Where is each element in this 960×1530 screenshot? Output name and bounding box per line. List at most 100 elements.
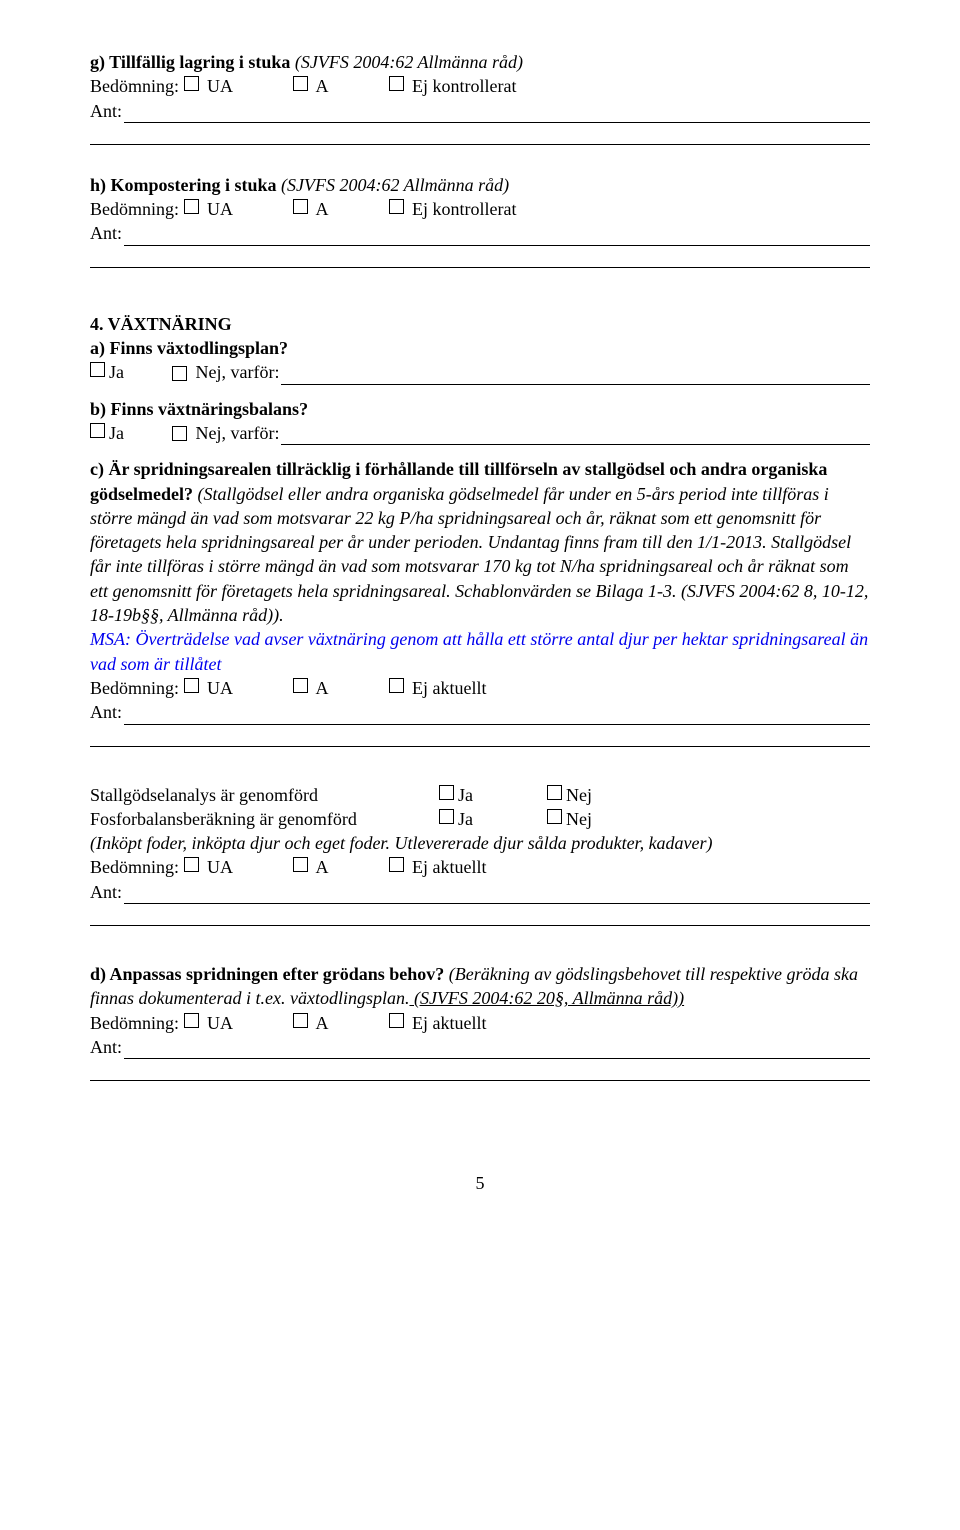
- checkbox-nej[interactable]: [547, 785, 562, 800]
- opt-ej: Ej aktuellt: [408, 676, 487, 700]
- opt-ua: UA: [203, 855, 234, 879]
- ant-row-h: Ant:: [90, 221, 870, 245]
- ant-input-line[interactable]: [124, 105, 870, 123]
- opt-ej: Ej aktuellt: [408, 855, 487, 879]
- opt-ua: UA: [203, 1011, 234, 1035]
- stallgodsel-label: Stallgödselanalys är genomförd: [90, 783, 435, 807]
- opt-ja: Ja: [109, 360, 124, 384]
- bedomning-row-h: Bedömning: UA A Ej kontrollerat: [90, 197, 870, 221]
- q-4b-answer: Ja Nej, varför:: [90, 421, 870, 445]
- checkbox-ej[interactable]: [389, 76, 404, 91]
- q-4a-answer: Ja Nej, varför:: [90, 360, 870, 384]
- ant-input-line[interactable]: [124, 886, 870, 904]
- checkbox-nej[interactable]: [547, 809, 562, 824]
- checkbox-ej[interactable]: [389, 857, 404, 872]
- opt-nej: Nej, varför:: [191, 423, 279, 443]
- checkbox-ua[interactable]: [184, 678, 199, 693]
- ant-input-line2[interactable]: [90, 727, 870, 747]
- heading-g-italic: (SJVFS 2004:62 Allmänna råd): [290, 52, 523, 72]
- checkbox-ua[interactable]: [184, 199, 199, 214]
- bedom-label: Bedömning:: [90, 1011, 184, 1035]
- opt-a: A: [312, 855, 329, 879]
- opt-a: A: [312, 197, 329, 221]
- page-number: 5: [90, 1171, 870, 1195]
- bedomning-row-4c: Bedömning: UA A Ej aktuellt: [90, 676, 870, 700]
- opt-nej: Nej: [566, 807, 592, 831]
- checkbox-ua[interactable]: [184, 1013, 199, 1028]
- q-4c-msa: MSA: Överträdelse vad avser växtnäring g…: [90, 627, 870, 676]
- opt-ja: Ja: [109, 421, 124, 445]
- fosfor-label: Fosforbalansberäkning är genomförd: [90, 807, 435, 831]
- checkbox-ej[interactable]: [389, 678, 404, 693]
- section-h: h) Kompostering i stuka (SJVFS 2004:62 A…: [90, 173, 870, 268]
- checkbox-ua[interactable]: [184, 857, 199, 872]
- ant-input-line[interactable]: [124, 1041, 870, 1059]
- opt-a: A: [312, 74, 329, 98]
- checkbox-a[interactable]: [293, 857, 308, 872]
- ant-label: Ant:: [90, 221, 122, 245]
- opt-a: A: [312, 676, 329, 700]
- bedomning-row-g: Bedömning: UA A Ej kontrollerat: [90, 74, 870, 98]
- checkbox-ej[interactable]: [389, 199, 404, 214]
- heading-h-italic: (SJVFS 2004:62 Allmänna råd): [277, 175, 510, 195]
- q-4d: d) Anpassas spridningen efter grödans be…: [90, 962, 870, 1011]
- checkbox-ja[interactable]: [439, 785, 454, 800]
- bedom-label: Bedömning:: [90, 197, 184, 221]
- heading-h-bold: h) Kompostering i stuka: [90, 175, 277, 195]
- ant-row-g: Ant:: [90, 99, 870, 123]
- q-4a: a) Finns växtodlingsplan?: [90, 336, 870, 360]
- heading-g-bold: g) Tillfällig lagring i stuka: [90, 52, 290, 72]
- ant-row-4d: Ant:: [90, 1035, 870, 1059]
- q-4b: b) Finns växtnäringsbalans?: [90, 397, 870, 421]
- checkbox-a[interactable]: [293, 678, 308, 693]
- ant-label: Ant:: [90, 700, 122, 724]
- ant-row-4c: Ant:: [90, 700, 870, 724]
- ant-input-line[interactable]: [124, 228, 870, 246]
- opt-nej: Nej: [566, 783, 592, 807]
- section-4-heading: 4. VÄXTNÄRING: [90, 312, 870, 336]
- checkbox-ua[interactable]: [184, 76, 199, 91]
- ant-input-line[interactable]: [124, 707, 870, 725]
- inkopt-note: (Inköpt foder, inköpta djur och eget fod…: [90, 831, 870, 855]
- checkbox-a[interactable]: [293, 199, 308, 214]
- bedomning-row-4d: Bedömning: UA A Ej aktuellt: [90, 1011, 870, 1035]
- opt-ej: Ej kontrollerat: [408, 197, 517, 221]
- checkbox-ja[interactable]: [90, 362, 105, 377]
- checkbox-ej[interactable]: [389, 1013, 404, 1028]
- bedom-label: Bedömning:: [90, 74, 184, 98]
- ant-label: Ant:: [90, 1035, 122, 1059]
- bedomning-row-stall: Bedömning: UA A Ej aktuellt: [90, 855, 870, 879]
- heading-g: g) Tillfällig lagring i stuka (SJVFS 200…: [90, 50, 870, 74]
- ant-input-line2[interactable]: [90, 1061, 870, 1081]
- opt-ja: Ja: [458, 783, 473, 807]
- opt-ja: Ja: [458, 807, 473, 831]
- checkbox-nej[interactable]: [172, 366, 187, 381]
- ant-input-line2[interactable]: [90, 248, 870, 268]
- opt-a: A: [312, 1011, 329, 1035]
- opt-ej: Ej aktuellt: [408, 1011, 487, 1035]
- ant-input-line2[interactable]: [90, 906, 870, 926]
- checkbox-a[interactable]: [293, 1013, 308, 1028]
- bedom-label: Bedömning:: [90, 676, 184, 700]
- checkbox-a[interactable]: [293, 76, 308, 91]
- nej-reason-line[interactable]: [281, 367, 870, 385]
- opt-ua: UA: [203, 676, 234, 700]
- fosfor-row: Fosforbalansberäkning är genomförd Ja Ne…: [90, 807, 870, 831]
- opt-ej: Ej kontrollerat: [408, 74, 517, 98]
- ant-label: Ant:: [90, 880, 122, 904]
- ant-label: Ant:: [90, 99, 122, 123]
- checkbox-nej[interactable]: [172, 426, 187, 441]
- checkbox-ja[interactable]: [90, 423, 105, 438]
- opt-ua: UA: [203, 74, 234, 98]
- q-4c-italic: (Stallgödsel eller andra organiska gödse…: [90, 484, 868, 625]
- checkbox-ja[interactable]: [439, 809, 454, 824]
- heading-h: h) Kompostering i stuka (SJVFS 2004:62 A…: [90, 173, 870, 197]
- q-4d-italic2: (SJVFS 2004:62 20§, Allmänna råd)): [409, 988, 684, 1008]
- ant-row-stall: Ant:: [90, 880, 870, 904]
- q-4d-bold: d) Anpassas spridningen efter grödans be…: [90, 964, 444, 984]
- section-g: g) Tillfällig lagring i stuka (SJVFS 200…: [90, 50, 870, 145]
- stallgodsel-row: Stallgödselanalys är genomförd Ja Nej: [90, 783, 870, 807]
- ant-input-line2[interactable]: [90, 125, 870, 145]
- nej-reason-line[interactable]: [281, 427, 870, 445]
- opt-ua: UA: [203, 197, 234, 221]
